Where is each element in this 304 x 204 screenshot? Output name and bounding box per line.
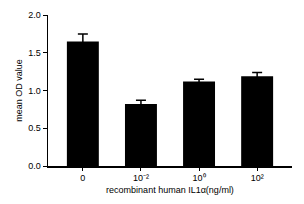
svg-text:recombinant human IL1α(ng/ml): recombinant human IL1α(ng/ml) (106, 185, 234, 195)
svg-text:10⁰: 10⁰ (193, 173, 206, 183)
svg-text:1.0: 1.0 (28, 86, 41, 96)
svg-text:0.5: 0.5 (28, 123, 41, 133)
svg-text:mean OD value: mean OD value (14, 59, 24, 122)
svg-text:10²: 10² (251, 173, 264, 183)
svg-text:0.0: 0.0 (28, 161, 41, 171)
svg-text:0: 0 (80, 173, 85, 183)
svg-text:2.0: 2.0 (28, 10, 41, 20)
svg-text:10⁻²: 10⁻² (133, 173, 149, 183)
svg-text:1.5: 1.5 (28, 48, 41, 58)
